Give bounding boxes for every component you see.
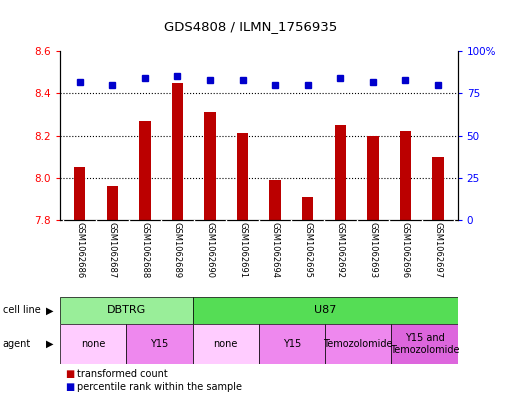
Bar bbox=[107, 186, 118, 220]
Text: transformed count: transformed count bbox=[77, 369, 168, 379]
Text: GSM1062690: GSM1062690 bbox=[206, 222, 214, 278]
Text: GSM1062686: GSM1062686 bbox=[75, 222, 84, 279]
Bar bbox=[391, 324, 458, 364]
Text: none: none bbox=[213, 339, 238, 349]
Bar bbox=[237, 134, 248, 220]
Text: ▶: ▶ bbox=[46, 339, 53, 349]
Bar bbox=[269, 180, 281, 220]
Text: U87: U87 bbox=[314, 305, 336, 316]
Text: Y15: Y15 bbox=[283, 339, 301, 349]
Text: percentile rank within the sample: percentile rank within the sample bbox=[77, 382, 242, 392]
Bar bbox=[433, 157, 444, 220]
Text: DBTRG: DBTRG bbox=[107, 305, 146, 316]
Bar bbox=[172, 83, 183, 220]
Bar bbox=[127, 324, 192, 364]
Text: agent: agent bbox=[3, 339, 31, 349]
Text: Y15 and
Temozolomide: Y15 and Temozolomide bbox=[390, 333, 459, 354]
Text: GSM1062693: GSM1062693 bbox=[368, 222, 378, 279]
Text: Y15: Y15 bbox=[151, 339, 168, 349]
Text: GSM1062688: GSM1062688 bbox=[140, 222, 150, 279]
Text: GSM1062697: GSM1062697 bbox=[434, 222, 442, 279]
Bar bbox=[325, 324, 391, 364]
Text: GSM1062692: GSM1062692 bbox=[336, 222, 345, 278]
Text: GSM1062689: GSM1062689 bbox=[173, 222, 182, 279]
Text: GSM1062691: GSM1062691 bbox=[238, 222, 247, 278]
Text: ▶: ▶ bbox=[46, 305, 53, 316]
Text: GSM1062696: GSM1062696 bbox=[401, 222, 410, 279]
Text: GSM1062695: GSM1062695 bbox=[303, 222, 312, 278]
Bar bbox=[139, 121, 151, 220]
Bar bbox=[60, 297, 192, 324]
Text: ■: ■ bbox=[65, 369, 75, 379]
Text: none: none bbox=[81, 339, 106, 349]
Text: GSM1062687: GSM1062687 bbox=[108, 222, 117, 279]
Text: GDS4808 / ILMN_1756935: GDS4808 / ILMN_1756935 bbox=[164, 20, 338, 33]
Text: cell line: cell line bbox=[3, 305, 40, 316]
Bar bbox=[400, 131, 411, 220]
Bar bbox=[302, 197, 313, 220]
Bar bbox=[335, 125, 346, 220]
Bar bbox=[367, 136, 379, 220]
Bar bbox=[192, 297, 458, 324]
Bar bbox=[74, 167, 85, 220]
Text: GSM1062694: GSM1062694 bbox=[271, 222, 280, 278]
Bar bbox=[204, 112, 215, 220]
Text: Temozolomide: Temozolomide bbox=[324, 339, 393, 349]
Text: ■: ■ bbox=[65, 382, 75, 392]
Bar bbox=[60, 324, 127, 364]
Bar bbox=[259, 324, 325, 364]
Bar bbox=[192, 324, 259, 364]
